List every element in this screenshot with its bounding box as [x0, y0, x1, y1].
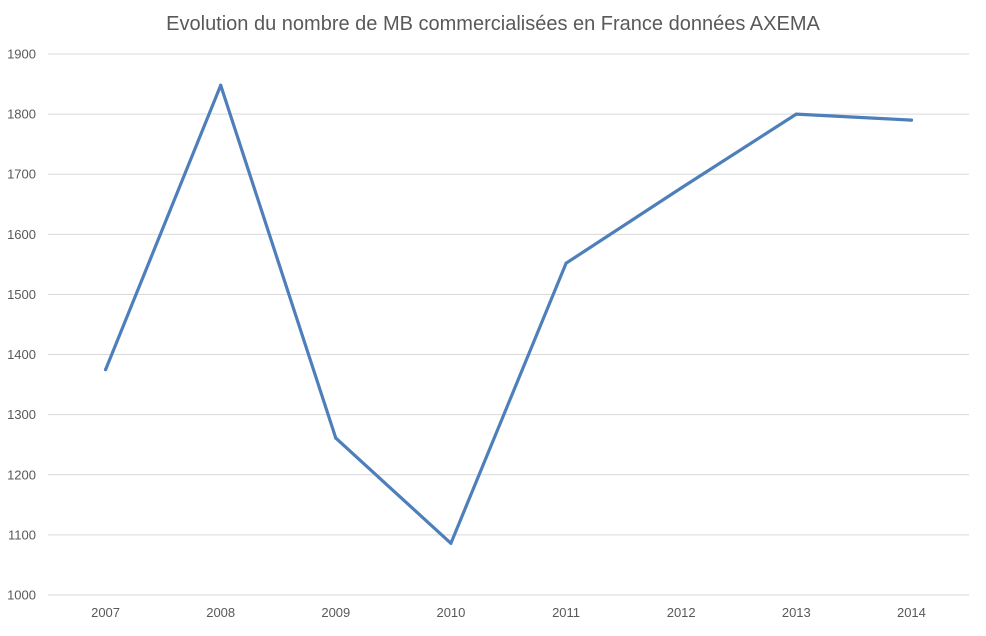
- chart-title: Evolution du nombre de MB commercialisée…: [166, 13, 820, 35]
- x-tick-label: 2012: [667, 605, 696, 620]
- y-tick-label: 1600: [7, 227, 36, 242]
- y-tick-label: 1500: [7, 287, 36, 302]
- data-point-2010: [449, 541, 453, 545]
- y-tick-label: 1300: [7, 407, 36, 422]
- x-tick-label: 2008: [206, 605, 235, 620]
- y-tick-label: 1200: [7, 467, 36, 482]
- gridlines: [48, 53, 969, 596]
- data-point-2014: [909, 118, 914, 122]
- y-tick-label: 1800: [7, 107, 36, 122]
- y-tick-label: 1700: [7, 167, 36, 182]
- x-tick-label: 2011: [552, 605, 580, 620]
- x-axis-tick-labels: 2007 2008 2009 2010 2011 2012 2013 2014: [91, 605, 926, 620]
- x-tick-label: 2013: [782, 605, 811, 620]
- data-point-2008: [219, 83, 223, 87]
- x-tick-label: 2007: [91, 605, 120, 620]
- data-point-2009: [334, 436, 338, 440]
- series-line: [103, 83, 914, 545]
- y-tick-label: 1000: [7, 588, 36, 603]
- y-tick-label: 1400: [7, 347, 36, 362]
- data-point-2011: [564, 261, 568, 265]
- data-point-2013: [794, 112, 798, 116]
- y-axis-tick-labels: 1000 1100 1200 1300 1400 1500 1600 1700 1800 1900: [7, 47, 36, 603]
- data-point-2012: [679, 186, 683, 190]
- y-tick-label: 1900: [7, 47, 36, 62]
- y-tick-label: 1100: [8, 527, 36, 542]
- x-tick-label: 2014: [897, 605, 926, 620]
- x-tick-label: 2009: [321, 605, 350, 620]
- x-tick-label: 2010: [436, 605, 465, 620]
- data-point-2007: [103, 367, 108, 372]
- series-layer: [103, 83, 914, 545]
